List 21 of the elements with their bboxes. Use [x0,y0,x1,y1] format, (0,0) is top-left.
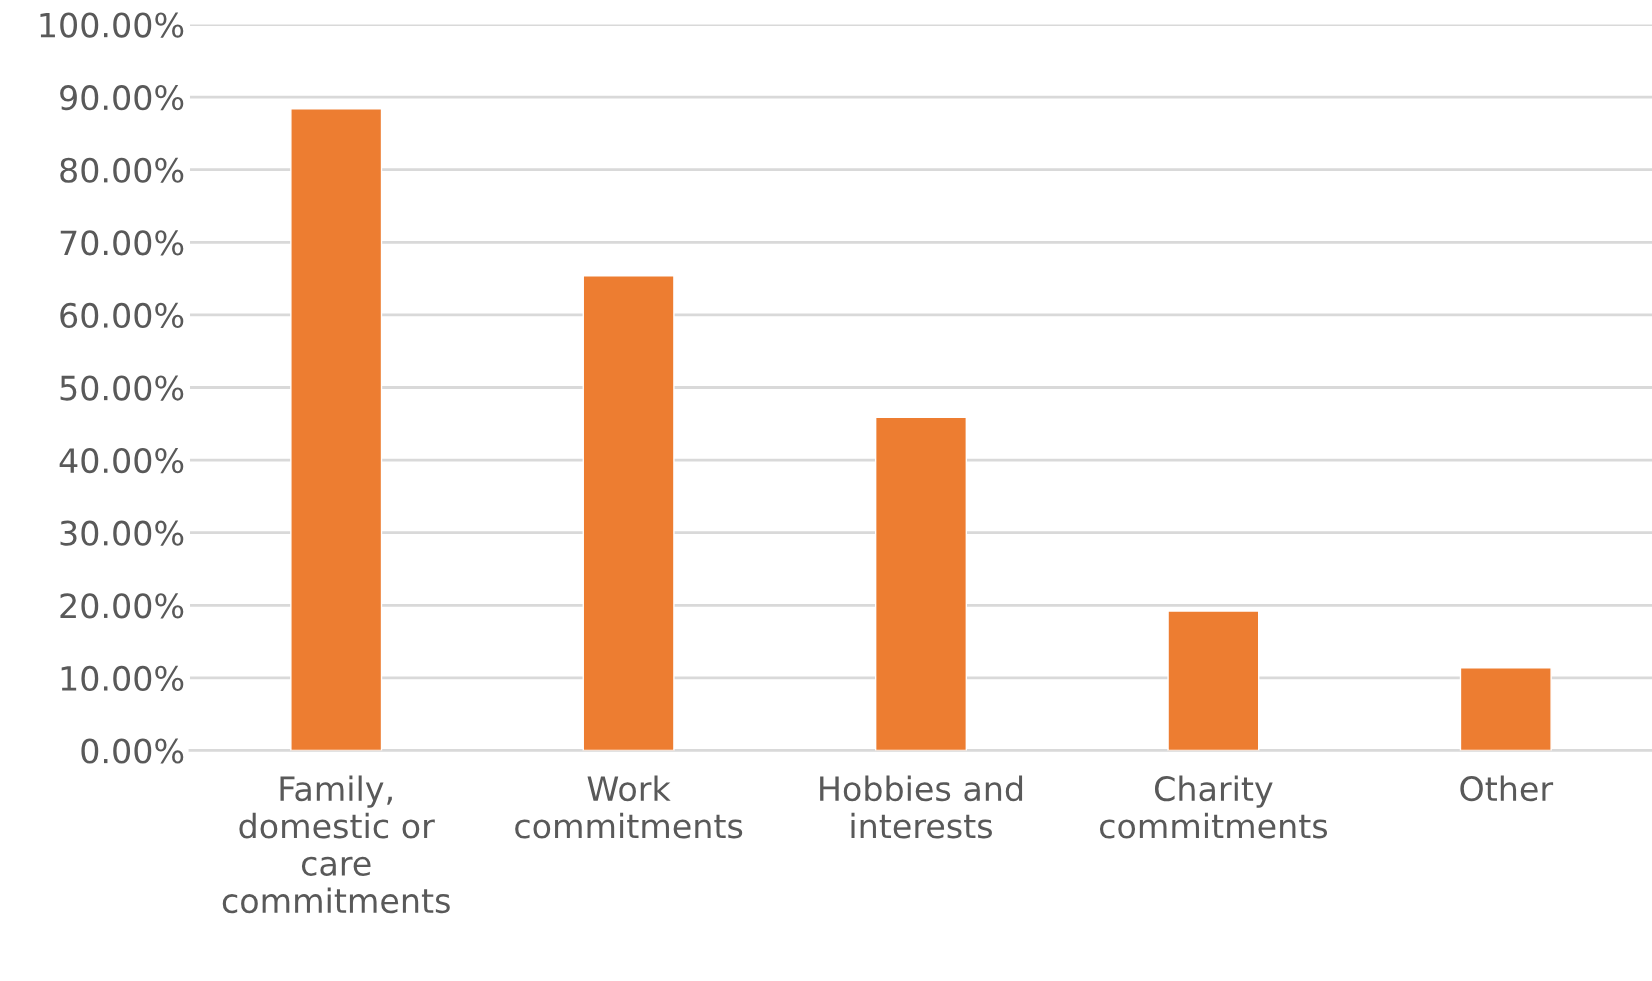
x-tick-label: Charity commitments [1099,775,1328,839]
y-tick-label: 20.00% [60,593,184,619]
y-tick-label: 50.00% [60,375,184,401]
y-tick-label: 30.00% [60,520,184,546]
y-tick-label: 70.00% [60,230,184,256]
x-tick-label: Hobbies and interests [820,775,1023,839]
y-tick-label: 80.00% [60,157,184,183]
y-tick-label: 60.00% [60,302,184,329]
y-tick-label: 40.00% [59,448,184,474]
x-tick-label: Work commitments [515,775,743,839]
bar [582,275,675,751]
bar [874,416,968,751]
bar [290,108,383,751]
x-tick-label: Other [1460,775,1554,802]
y-tick-label: 100.00% [40,12,184,38]
x-tick-label: Family, domestic or care commitments [222,775,450,914]
y-tick-label: 90.00% [60,85,184,111]
bar [1459,667,1552,751]
y-tick-label: 0.00% [81,738,184,764]
y-tick-label: 10.00% [61,665,184,692]
bar [1167,610,1260,751]
